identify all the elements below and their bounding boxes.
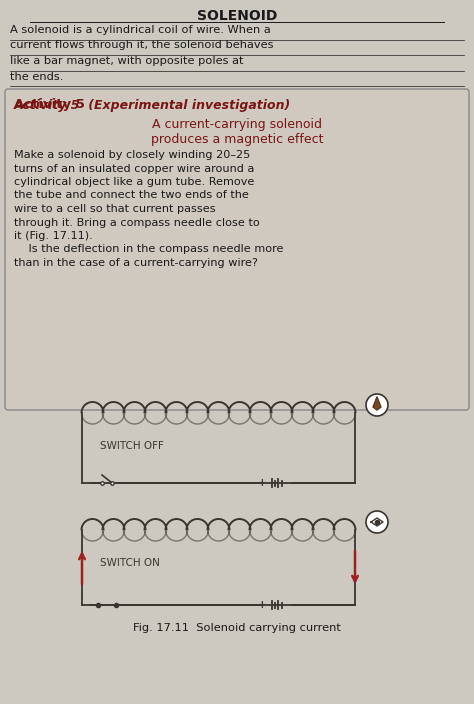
- Text: it (Fig. 17.11).: it (Fig. 17.11).: [14, 231, 93, 241]
- Text: turns of an insulated copper wire around a: turns of an insulated copper wire around…: [14, 163, 255, 173]
- Text: than in the case of a current-carrying wire?: than in the case of a current-carrying w…: [14, 258, 258, 268]
- Text: –: –: [289, 478, 295, 488]
- Text: Activity 5  (Experimental investigation): Activity 5 (Experimental investigation): [14, 99, 291, 112]
- Circle shape: [366, 394, 388, 416]
- Text: Make a solenoid by closely winding 20–25: Make a solenoid by closely winding 20–25: [14, 150, 250, 160]
- Text: A current-carrying solenoid: A current-carrying solenoid: [152, 118, 322, 131]
- Text: the tube and connect the two ends of the: the tube and connect the two ends of the: [14, 191, 249, 201]
- Text: cylindrical object like a gum tube. Remove: cylindrical object like a gum tube. Remo…: [14, 177, 255, 187]
- Text: SWITCH OFF: SWITCH OFF: [100, 441, 164, 451]
- Text: like a bar magnet, with opposite poles at: like a bar magnet, with opposite poles a…: [10, 56, 244, 66]
- Text: +: +: [258, 600, 266, 610]
- Text: SOLENOID: SOLENOID: [197, 9, 277, 23]
- Text: current flows through it, the solenoid behaves: current flows through it, the solenoid b…: [10, 41, 273, 51]
- Text: –: –: [289, 600, 295, 610]
- FancyBboxPatch shape: [5, 89, 469, 410]
- Text: Fig. 17.11  Solenoid carrying current: Fig. 17.11 Solenoid carrying current: [133, 623, 341, 633]
- Text: SWITCH ON: SWITCH ON: [100, 558, 160, 568]
- Text: Is the deflection in the compass needle more: Is the deflection in the compass needle …: [14, 244, 283, 255]
- Text: A solenoid is a cylindrical coil of wire. When a: A solenoid is a cylindrical coil of wire…: [10, 25, 271, 35]
- Polygon shape: [373, 397, 381, 410]
- Text: produces a magnetic effect: produces a magnetic effect: [151, 133, 323, 146]
- Text: the ends.: the ends.: [10, 72, 64, 82]
- Text: Activity 5: Activity 5: [14, 98, 85, 111]
- Text: wire to a cell so that current passes: wire to a cell so that current passes: [14, 204, 216, 214]
- Text: through it. Bring a compass needle close to: through it. Bring a compass needle close…: [14, 218, 260, 227]
- Circle shape: [366, 511, 388, 533]
- Text: +: +: [258, 478, 266, 488]
